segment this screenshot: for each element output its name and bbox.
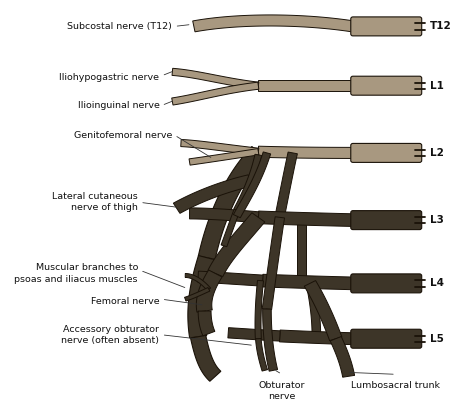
Text: L5: L5 — [430, 334, 444, 344]
Polygon shape — [184, 288, 210, 301]
Polygon shape — [228, 328, 280, 341]
Polygon shape — [263, 274, 353, 290]
FancyBboxPatch shape — [351, 329, 422, 348]
Polygon shape — [306, 281, 321, 337]
Polygon shape — [196, 270, 222, 312]
Polygon shape — [190, 208, 259, 223]
Polygon shape — [173, 175, 251, 213]
Polygon shape — [188, 256, 215, 338]
Polygon shape — [191, 335, 221, 381]
FancyBboxPatch shape — [351, 17, 422, 36]
Text: Ilioinguinal nerve: Ilioinguinal nerve — [78, 101, 159, 110]
Polygon shape — [255, 280, 264, 339]
Polygon shape — [263, 309, 278, 371]
Polygon shape — [193, 15, 354, 32]
Polygon shape — [255, 339, 267, 371]
Polygon shape — [258, 80, 353, 91]
Polygon shape — [208, 213, 265, 277]
Polygon shape — [189, 149, 259, 165]
Polygon shape — [198, 147, 265, 259]
Text: Lateral cutaneous
nerve of thigh: Lateral cutaneous nerve of thigh — [52, 192, 138, 212]
Text: L4: L4 — [430, 278, 444, 288]
Polygon shape — [234, 154, 262, 212]
Polygon shape — [258, 211, 353, 226]
FancyBboxPatch shape — [351, 76, 422, 95]
Text: L1: L1 — [430, 81, 444, 91]
Text: Subcostal nerve (T12): Subcostal nerve (T12) — [67, 22, 173, 31]
Text: Femoral nerve: Femoral nerve — [91, 297, 159, 306]
Polygon shape — [172, 82, 259, 105]
Polygon shape — [181, 139, 259, 155]
FancyBboxPatch shape — [351, 211, 422, 230]
Text: Iliohypogastric nerve: Iliohypogastric nerve — [59, 73, 159, 82]
Polygon shape — [221, 209, 240, 247]
Polygon shape — [330, 337, 355, 377]
Text: L3: L3 — [430, 215, 444, 225]
Text: Lumbosacral trunk: Lumbosacral trunk — [351, 381, 440, 390]
FancyBboxPatch shape — [351, 143, 422, 162]
Polygon shape — [258, 146, 353, 158]
Polygon shape — [185, 273, 210, 290]
Polygon shape — [304, 281, 342, 341]
Text: Accessory obturator
nerve (often absent): Accessory obturator nerve (often absent) — [62, 325, 159, 345]
Text: Obturator
nerve: Obturator nerve — [259, 381, 305, 401]
Text: Muscular branches to
psoas and iliacus muscles: Muscular branches to psoas and iliacus m… — [15, 263, 138, 284]
Polygon shape — [172, 68, 259, 89]
Polygon shape — [280, 330, 353, 345]
FancyBboxPatch shape — [351, 274, 422, 293]
Polygon shape — [275, 152, 297, 217]
Text: Genitofemoral nerve: Genitofemoral nerve — [74, 131, 173, 140]
Polygon shape — [198, 311, 215, 336]
Polygon shape — [262, 217, 284, 309]
Text: L2: L2 — [430, 148, 444, 158]
Polygon shape — [198, 271, 263, 286]
Polygon shape — [233, 152, 271, 218]
Text: T12: T12 — [430, 21, 452, 32]
Polygon shape — [297, 219, 306, 281]
